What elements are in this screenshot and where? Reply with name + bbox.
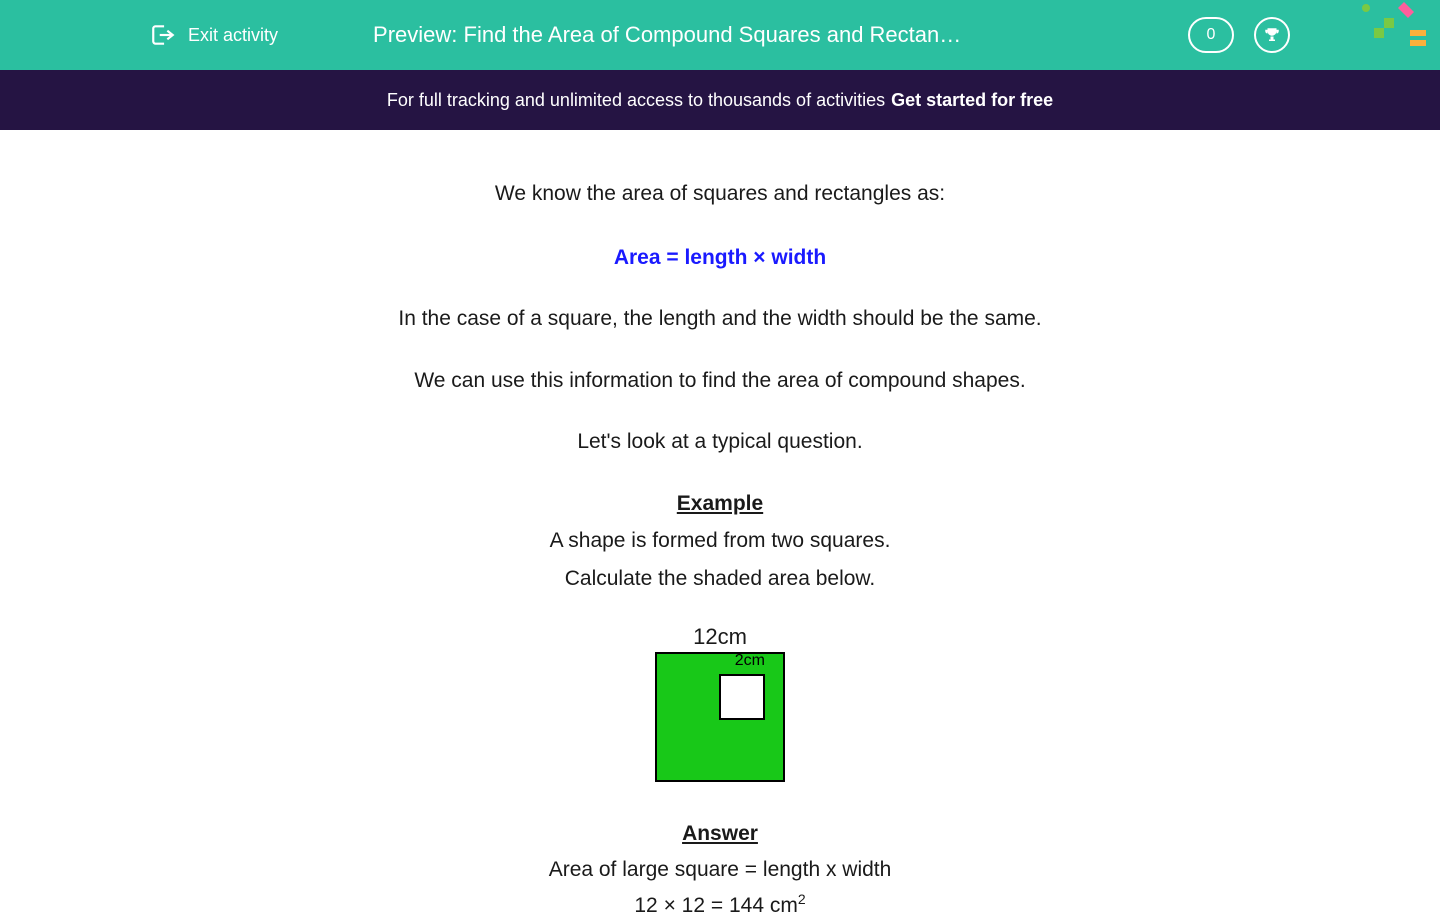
exit-activity-button[interactable]: Exit activity	[150, 22, 278, 48]
trophy-icon	[1263, 26, 1281, 44]
corner-decoration-icon	[1360, 0, 1430, 50]
small-square	[719, 674, 765, 720]
example-heading: Example	[0, 488, 1440, 520]
area-formula: Area = length × width	[0, 242, 1440, 274]
banner-text: For full tracking and unlimited access t…	[387, 90, 885, 111]
exit-icon	[150, 22, 176, 48]
big-square-label: 12cm	[693, 624, 747, 650]
upgrade-banner[interactable]: For full tracking and unlimited access t…	[0, 70, 1440, 130]
intro-text: We know the area of squares and rectangl…	[0, 178, 1440, 210]
answer-heading: Answer	[0, 818, 1440, 850]
answer-calc: 12 × 12 = 144 cm	[634, 894, 797, 917]
small-square-label: 2cm	[735, 652, 765, 670]
example-line-2: Calculate the shaded area below.	[0, 563, 1440, 595]
activity-header: Exit activity Preview: Find the Area of …	[0, 0, 1440, 70]
header-controls: 0	[1188, 17, 1290, 53]
compound-note: We can use this information to find the …	[0, 365, 1440, 397]
score-indicator: 0	[1188, 17, 1234, 53]
square-note: In the case of a square, the length and …	[0, 303, 1440, 335]
exit-label: Exit activity	[188, 25, 278, 46]
banner-cta: Get started for free	[891, 90, 1053, 111]
trophy-button[interactable]	[1254, 17, 1290, 53]
example-block: Example A shape is formed from two squar…	[0, 488, 1440, 595]
answer-sup: 2	[798, 891, 806, 907]
activity-title: Preview: Find the Area of Compound Squar…	[373, 22, 961, 48]
big-square: 2cm	[655, 652, 785, 782]
answer-line-1: Area of large square = length x width	[0, 854, 1440, 886]
example-line-1: A shape is formed from two squares.	[0, 525, 1440, 557]
lesson-content: We know the area of squares and rectangl…	[0, 130, 1440, 922]
answer-block: Answer Area of large square = length x w…	[0, 818, 1440, 922]
lets-look: Let's look at a typical question.	[0, 426, 1440, 458]
compound-square-diagram: 12cm 2cm	[0, 624, 1440, 782]
answer-line-2: 12 × 12 = 144 cm2	[0, 889, 1440, 922]
